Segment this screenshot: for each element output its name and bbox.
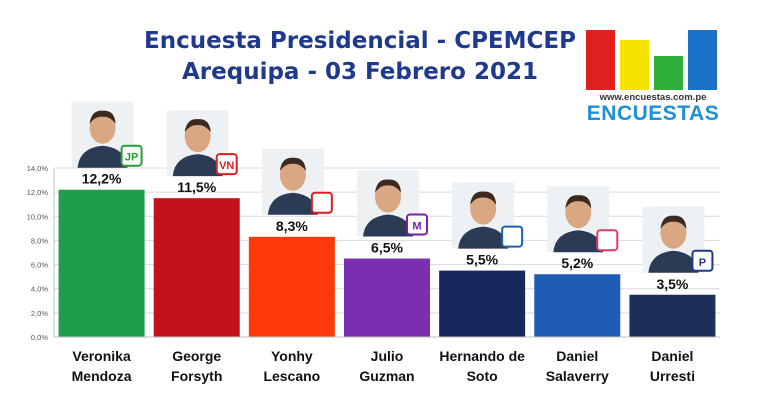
y-tick-label: 8,0% (31, 236, 48, 245)
person-hair-icon (89, 110, 116, 124)
y-tick-label: 12,0% (27, 188, 49, 197)
category-label: Forsyth (171, 368, 222, 384)
title-line-2: Arequipa - 03 Febrero 2021 (182, 59, 538, 85)
person-hair-icon (375, 179, 401, 193)
person-body-icon (267, 192, 318, 215)
logo-bar (654, 56, 683, 90)
y-tick-label: 6,0% (31, 261, 48, 270)
party-logo-text: M (412, 221, 421, 233)
category-label: Daniel (556, 348, 598, 364)
data-label: 8,3% (276, 218, 308, 234)
category-label: Soto (467, 368, 498, 384)
person-body-icon (648, 250, 699, 273)
logo-url: www.encuestas.com.pe (599, 92, 707, 103)
y-tick-label: 0,0% (31, 333, 48, 342)
candidate-photo (547, 186, 610, 253)
candidate-photo (357, 170, 419, 237)
party-logo-icon (310, 191, 333, 214)
bar (344, 258, 430, 337)
chart-title: Encuesta Presidencial - CPEMCEP Arequipa… (140, 26, 580, 88)
category-label: Urresti (650, 368, 695, 384)
data-label: 12,2% (82, 171, 122, 187)
title-line-1: Encuesta Presidencial - CPEMCEP (144, 28, 576, 54)
category-label: Mendoza (72, 368, 132, 384)
person-head-icon (470, 192, 497, 225)
data-label: 6,5% (371, 240, 403, 256)
bar (58, 189, 145, 337)
data-label: 11,5% (177, 179, 216, 195)
encuestas-logo: www.encuestas.com.pe ENCUESTAS (582, 28, 724, 128)
person-head-icon (375, 180, 401, 213)
person-hair-icon (184, 119, 211, 133)
person-hair-icon (565, 195, 592, 209)
party-logo-icon (215, 153, 238, 176)
person-head-icon (89, 111, 116, 144)
person-body-icon (553, 230, 604, 253)
data-label: 5,2% (561, 255, 593, 271)
person-hair-icon (279, 157, 306, 171)
candidate-photo (71, 101, 134, 168)
y-tick-label: 14,0% (27, 164, 49, 173)
category-label: Daniel (651, 348, 693, 364)
party-logo-icon (406, 213, 428, 236)
party-logo-text: VN (219, 160, 234, 172)
category-label: Julio (371, 348, 404, 364)
bar (153, 198, 240, 337)
person-body-icon (77, 145, 128, 168)
party-logo-icon (596, 229, 619, 252)
person-hair-icon (470, 191, 497, 205)
category-label: Guzman (359, 368, 414, 384)
logo-bar (620, 40, 649, 90)
bar (629, 294, 716, 337)
bar (248, 236, 335, 337)
category-label: Salaverry (546, 368, 609, 384)
data-label: 3,5% (656, 276, 688, 292)
logo-bar (688, 30, 717, 90)
category-label: Lescano (263, 368, 320, 384)
party-logo-text: P (699, 257, 706, 269)
party-logo-icon (501, 225, 524, 248)
y-tick-label: 2,0% (31, 309, 48, 318)
logo-bar (586, 30, 615, 90)
bar (534, 274, 621, 337)
category-label: Veronika (72, 348, 131, 364)
person-head-icon (660, 216, 687, 249)
candidate-photo (166, 110, 229, 177)
bar (439, 270, 526, 337)
category-label: Yonhy (271, 348, 313, 364)
person-body-icon (172, 154, 223, 177)
party-logo-text: JP (125, 152, 138, 164)
y-tick-label: 4,0% (31, 285, 48, 294)
category-label: George (172, 348, 221, 364)
logo-bars-icon (586, 30, 717, 90)
logo-brand: ENCUESTAS (586, 102, 720, 125)
person-body-icon (363, 214, 413, 237)
person-body-icon (458, 226, 509, 249)
person-head-icon (565, 196, 592, 229)
data-label: 5,5% (466, 252, 498, 268)
category-label: Hernando de (439, 348, 525, 364)
party-logo-icon (120, 144, 143, 167)
person-head-icon (184, 120, 211, 153)
y-tick-label: 10,0% (27, 212, 49, 221)
party-logo-icon (691, 249, 714, 272)
person-head-icon (279, 158, 306, 191)
person-hair-icon (660, 215, 687, 229)
